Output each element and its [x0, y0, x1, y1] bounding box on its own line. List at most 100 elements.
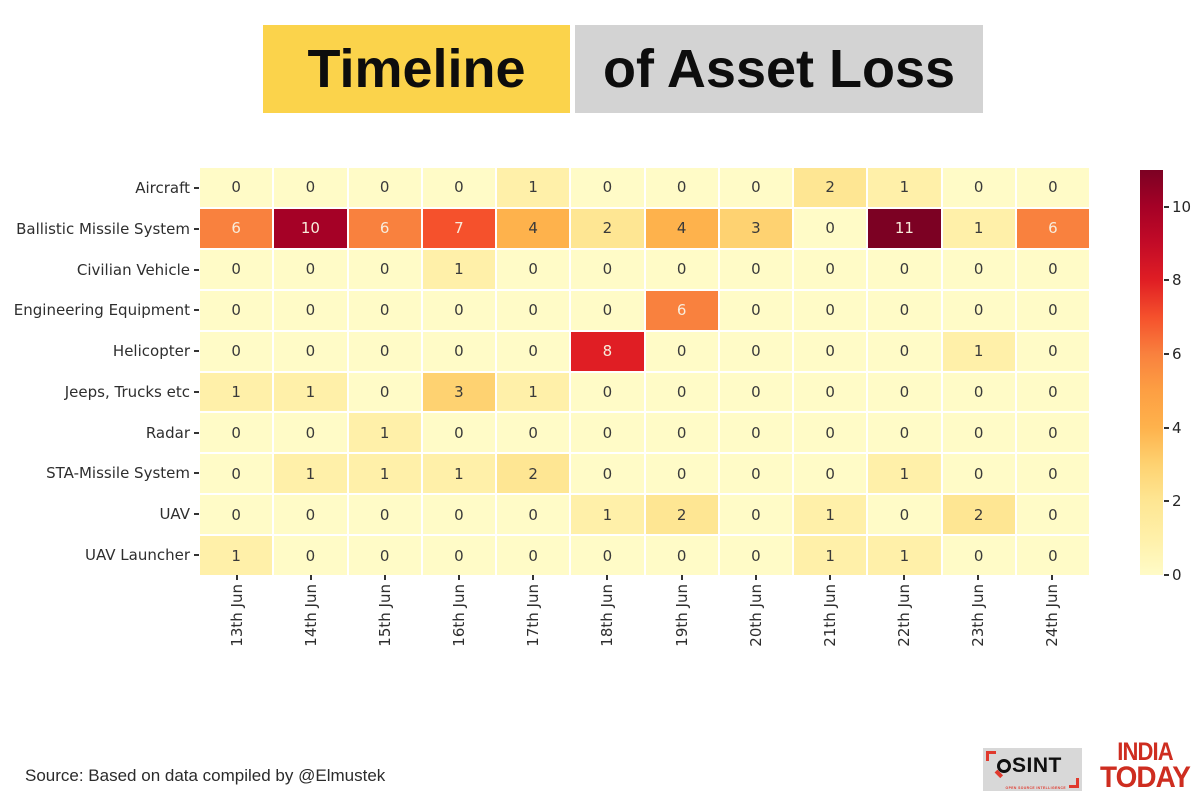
y-tick-mark	[194, 187, 199, 190]
heatmap-cell: 0	[571, 413, 644, 453]
heatmap-cell: 0	[348, 331, 421, 371]
heatmap-cell: 0	[274, 536, 347, 575]
heatmap-cell: 0	[348, 249, 421, 289]
heatmap-cell: 0	[942, 413, 1015, 453]
heatmap-cell: 2	[645, 495, 718, 535]
heatmap-cell: 0	[1016, 290, 1089, 330]
heatmap-cell: 11	[868, 208, 941, 248]
heatmap-cell: 2	[497, 454, 570, 494]
heatmap-cell: 0	[422, 168, 495, 207]
colorbar-tick-label: 10	[1172, 197, 1192, 216]
heatmap-cell: 1	[571, 495, 644, 535]
heatmap-cell: 1	[868, 168, 941, 207]
colorbar-tick-label: 2	[1172, 492, 1182, 511]
heatmap-cell: 0	[274, 249, 347, 289]
y-tick-mark	[194, 390, 199, 393]
heatmap-cell: 2	[942, 495, 1015, 535]
heatmap-cell: 0	[942, 536, 1015, 575]
magnifier-icon	[997, 759, 1011, 773]
x-axis-ticks	[200, 575, 1089, 581]
heatmap-cell: 0	[1016, 454, 1089, 494]
heatmap-cell: 0	[571, 168, 644, 207]
y-tick-mark	[194, 553, 199, 556]
heatmap-cell: 0	[200, 249, 273, 289]
osint-wordmark: SINT	[1012, 754, 1062, 777]
heatmap-cell: 1	[868, 454, 941, 494]
heatmap-cell: 0	[200, 168, 273, 207]
heatmap-cell: 0	[868, 331, 941, 371]
x-tick-mark	[532, 575, 535, 580]
y-axis-label: Engineering Equipment	[0, 290, 199, 331]
x-axis-label: 22th Jun	[894, 584, 913, 647]
heatmap-cell: 0	[719, 454, 792, 494]
x-axis-label: 14th Jun	[302, 584, 321, 647]
heatmap-cell: 2	[571, 208, 644, 248]
heatmap-cell: 1	[348, 454, 421, 494]
heatmap-cell: 6	[200, 208, 273, 248]
page-title: Timeline of Asset Loss	[263, 25, 983, 113]
colorbar-tick-mark	[1164, 426, 1169, 429]
heatmap-cell: 0	[422, 290, 495, 330]
heatmap-cell: 8	[571, 331, 644, 371]
y-tick-mark	[194, 228, 199, 231]
x-tick-mark	[1050, 575, 1053, 580]
heatmap-cell: 0	[571, 372, 644, 412]
heatmap-cell: 0	[645, 331, 718, 371]
heatmap-cell: 0	[645, 454, 718, 494]
heatmap-cell: 0	[571, 454, 644, 494]
heatmap-cell: 1	[422, 454, 495, 494]
osint-corner-bracket-icon	[1069, 778, 1079, 788]
heatmap-cell: 0	[571, 290, 644, 330]
heatmap-cell: 1	[794, 536, 867, 575]
heatmap-cell: 0	[348, 536, 421, 575]
heatmap-cell: 0	[1016, 331, 1089, 371]
heatmap-cell: 0	[348, 372, 421, 412]
colorbar-tick-mark	[1164, 353, 1169, 356]
x-tick-mark	[976, 575, 979, 580]
title-highlight-gray: of Asset Loss	[575, 25, 983, 113]
heatmap-cell: 0	[497, 331, 570, 371]
heatmap-cell: 1	[200, 372, 273, 412]
y-tick-mark	[194, 268, 199, 271]
x-axis-label: 21th Jun	[820, 584, 839, 647]
heatmap-cell: 0	[868, 249, 941, 289]
heatmap-cell: 0	[868, 495, 941, 535]
heatmap: 0 0 0 0 1 0 0 0 2 1 0 0 6 10 6 7 4 2 4 3 0 11 1 6 0 0 0 1 0 0 0 0 0 0 0 0 0 0…	[200, 168, 1089, 575]
y-axis-label: UAV	[0, 494, 199, 535]
x-tick-mark	[606, 575, 609, 580]
heatmap-cell: 1	[497, 168, 570, 207]
y-axis-label: STA-Missile System	[0, 453, 199, 494]
y-tick-mark	[194, 350, 199, 353]
x-tick-mark	[828, 575, 831, 580]
heatmap-cell: 0	[497, 495, 570, 535]
x-axis-label: 20th Jun	[746, 584, 765, 647]
source-attribution: Source: Based on data compiled by @Elmus…	[25, 766, 386, 785]
x-tick-mark	[236, 575, 239, 580]
heatmap-cell: 0	[200, 331, 273, 371]
heatmap-cell: 0	[348, 290, 421, 330]
heatmap-cell: 0	[1016, 372, 1089, 412]
colorbar-tick-mark	[1164, 279, 1169, 282]
y-axis-label: Radar	[0, 412, 199, 453]
heatmap-cell: 0	[571, 249, 644, 289]
heatmap-cell: 0	[645, 168, 718, 207]
heatmap-cell: 0	[571, 536, 644, 575]
heatmap-cell: 10	[274, 208, 347, 248]
heatmap-cell: 0	[645, 249, 718, 289]
y-tick-mark	[194, 512, 199, 515]
heatmap-cell: 2	[794, 168, 867, 207]
x-tick-mark	[754, 575, 757, 580]
heatmap-cell: 4	[497, 208, 570, 248]
heatmap-cell: 0	[719, 331, 792, 371]
title-highlight-yellow: Timeline	[263, 25, 570, 113]
y-tick-mark	[194, 472, 199, 475]
y-axis-label: UAV Launcher	[0, 534, 199, 575]
x-tick-mark	[902, 575, 905, 580]
heatmap-cell: 0	[348, 495, 421, 535]
heatmap-cell: 1	[497, 372, 570, 412]
heatmap-cell: 3	[422, 372, 495, 412]
heatmap-cell: 0	[719, 290, 792, 330]
heatmap-cell: 0	[719, 413, 792, 453]
heatmap-cell: 0	[200, 413, 273, 453]
heatmap-cell: 0	[942, 454, 1015, 494]
